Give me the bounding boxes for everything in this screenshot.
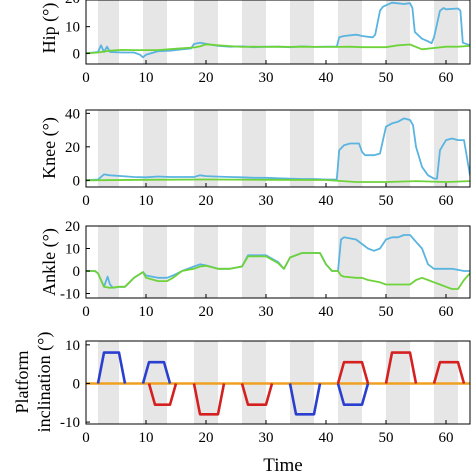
ankle-shaded-interval — [194, 226, 218, 298]
hip-x-tick-label: 30 — [259, 70, 274, 86]
hip-plot-frame — [85, 0, 471, 65]
knee-shaded-interval — [143, 110, 167, 187]
platform-y-tick-label: 0 — [73, 376, 81, 392]
platform-x-tick-label: 0 — [82, 430, 90, 446]
ankle-plot-frame — [85, 225, 471, 299]
knee-ylabel: Knee (°) — [39, 117, 60, 179]
knee-x-tick-label: 60 — [439, 193, 454, 209]
hip-x-tick-label: 50 — [379, 70, 394, 86]
knee-x-tick-label: 30 — [259, 193, 274, 209]
ankle-x-tick-label: 50 — [379, 304, 394, 320]
ankle-ylabel: Ankle (°) — [39, 228, 60, 296]
platform-series-line — [336, 383, 370, 407]
hip-x-tick-label: 40 — [319, 70, 334, 86]
platform-series-line — [240, 383, 274, 407]
hip-shaded-interval — [434, 0, 458, 64]
platform-x-tick-label: 40 — [319, 430, 334, 446]
platform-ylabel-line2: inclination (°) — [34, 332, 55, 433]
knee-plot-frame — [85, 109, 471, 188]
ankle-shaded-interval — [290, 226, 314, 298]
hip-x-tick-label: 20 — [199, 70, 214, 86]
x-axis-label-time: Time — [263, 455, 302, 474]
knee-x-tick-label: 50 — [379, 193, 394, 209]
ankle-x-tick-label: 0 — [82, 304, 90, 320]
platform-x-tick-label: 30 — [259, 430, 274, 446]
hip-shaded-interval — [338, 0, 362, 64]
platform-x-tick-label: 20 — [199, 430, 214, 446]
platform-ylabel-line1: Platform — [12, 351, 32, 414]
platform-y-tick-label: -10 — [60, 415, 80, 431]
ankle-x-tick-label: 10 — [139, 304, 154, 320]
ankle-shaded-interval — [98, 226, 119, 298]
ankle-y-tick-label: 10 — [65, 242, 80, 258]
knee-series-line — [86, 178, 470, 183]
platform-x-tick-label: 10 — [139, 430, 154, 446]
ankle-y-tick-label: 0 — [73, 264, 81, 280]
platform-x-tick-label: 60 — [439, 430, 454, 446]
platform-series-line — [147, 383, 178, 407]
platform-series-line — [432, 360, 466, 384]
chart-knee: 0 10 20 30 40 50 60 0 20 40 Knee (°) — [39, 106, 471, 209]
ankle-x-tick-label: 40 — [319, 304, 334, 320]
knee-x-tick-label: 10 — [139, 193, 154, 209]
knee-y-tick-label: 20 — [65, 140, 80, 156]
knee-y-tick-label: 0 — [73, 173, 81, 189]
platform-series-line — [141, 360, 172, 384]
ankle-shaded-interval — [338, 226, 362, 298]
hip-shaded-interval — [98, 0, 119, 64]
hip-x-tick-label: 60 — [439, 70, 454, 86]
hip-y-tick-label-clipped: 20 — [65, 0, 80, 7]
platform-plot-frame — [85, 340, 471, 425]
ankle-x-tick-label: 60 — [439, 304, 454, 320]
ankle-shaded-interval — [143, 226, 167, 298]
knee-y-tick-label: 40 — [65, 106, 80, 122]
knee-shaded-interval — [194, 110, 218, 187]
platform-series-line — [336, 360, 370, 384]
ankle-y-tick-label: 20 — [65, 219, 80, 235]
knee-x-tick-label: 0 — [82, 193, 90, 209]
hip-shaded-interval — [242, 0, 266, 64]
platform-series-line — [96, 351, 127, 384]
hip-shaded-interval — [290, 0, 314, 64]
hip-x-tick-label: 0 — [82, 70, 90, 86]
hip-y-tick-label: 0 — [73, 46, 81, 62]
knee-shaded-interval — [290, 110, 314, 187]
hip-shaded-interval — [386, 0, 410, 64]
platform-y-tick-label: 10 — [65, 338, 80, 354]
knee-x-tick-label: 40 — [319, 193, 334, 209]
hip-shaded-interval — [143, 0, 167, 64]
knee-shaded-interval — [242, 110, 266, 187]
platform-series-line — [192, 383, 226, 416]
ankle-shaded-interval — [242, 226, 266, 298]
hip-x-tick-label: 10 — [139, 70, 154, 86]
ankle-x-tick-label: 20 — [199, 304, 214, 320]
chart-hip: 0 10 20 30 40 50 60 0 10 20 Hip (°) — [39, 0, 471, 86]
knee-shaded-interval — [98, 110, 119, 187]
knee-series-line — [86, 117, 470, 182]
ankle-y-tick-label: -10 — [60, 287, 80, 303]
platform-series-line — [384, 351, 418, 384]
hip-series-line — [86, 43, 470, 55]
hip-ylabel: Hip (°) — [39, 3, 60, 54]
hip-shaded-interval — [194, 0, 218, 64]
knee-shaded-interval — [386, 110, 410, 187]
ankle-series-line — [86, 252, 470, 290]
hip-y-tick-label: 10 — [65, 20, 80, 36]
ankle-x-tick-label: 30 — [259, 304, 274, 320]
knee-x-tick-label: 20 — [199, 193, 214, 209]
platform-x-tick-label: 50 — [379, 430, 394, 446]
platform-series-line — [288, 383, 322, 416]
